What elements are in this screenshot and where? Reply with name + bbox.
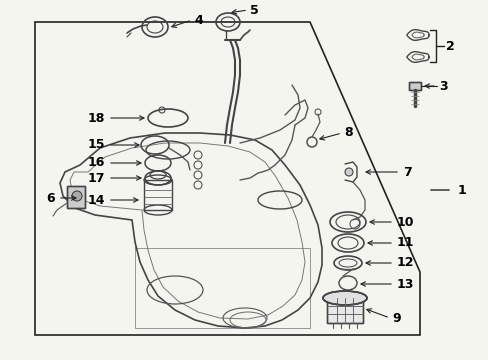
Circle shape [345,168,352,176]
Bar [143,180,172,210]
Text: 8: 8 [343,126,352,139]
Text: 2: 2 [445,40,454,53]
Text: 18: 18 [87,112,105,125]
Text: 11: 11 [396,237,414,249]
Bar [67,186,85,208]
Text: 10: 10 [396,216,414,229]
Text: 6: 6 [46,192,55,204]
Text: 13: 13 [396,278,413,291]
Text: 14: 14 [87,194,105,207]
Text: 15: 15 [87,139,105,152]
Text: 12: 12 [396,256,414,270]
Text: 16: 16 [87,157,105,170]
Text: 4: 4 [194,13,203,27]
Text: 17: 17 [87,171,105,184]
Bar [326,298,362,323]
Text: 5: 5 [249,4,258,17]
Bar [67,186,85,208]
Text: 7: 7 [402,166,411,179]
Text: 1: 1 [457,184,466,197]
Text: 9: 9 [391,311,400,324]
Ellipse shape [323,291,366,305]
Text: 3: 3 [438,80,447,93]
Circle shape [72,191,82,201]
Bar [326,298,362,323]
Bar [408,82,420,90]
Bar [408,82,420,90]
